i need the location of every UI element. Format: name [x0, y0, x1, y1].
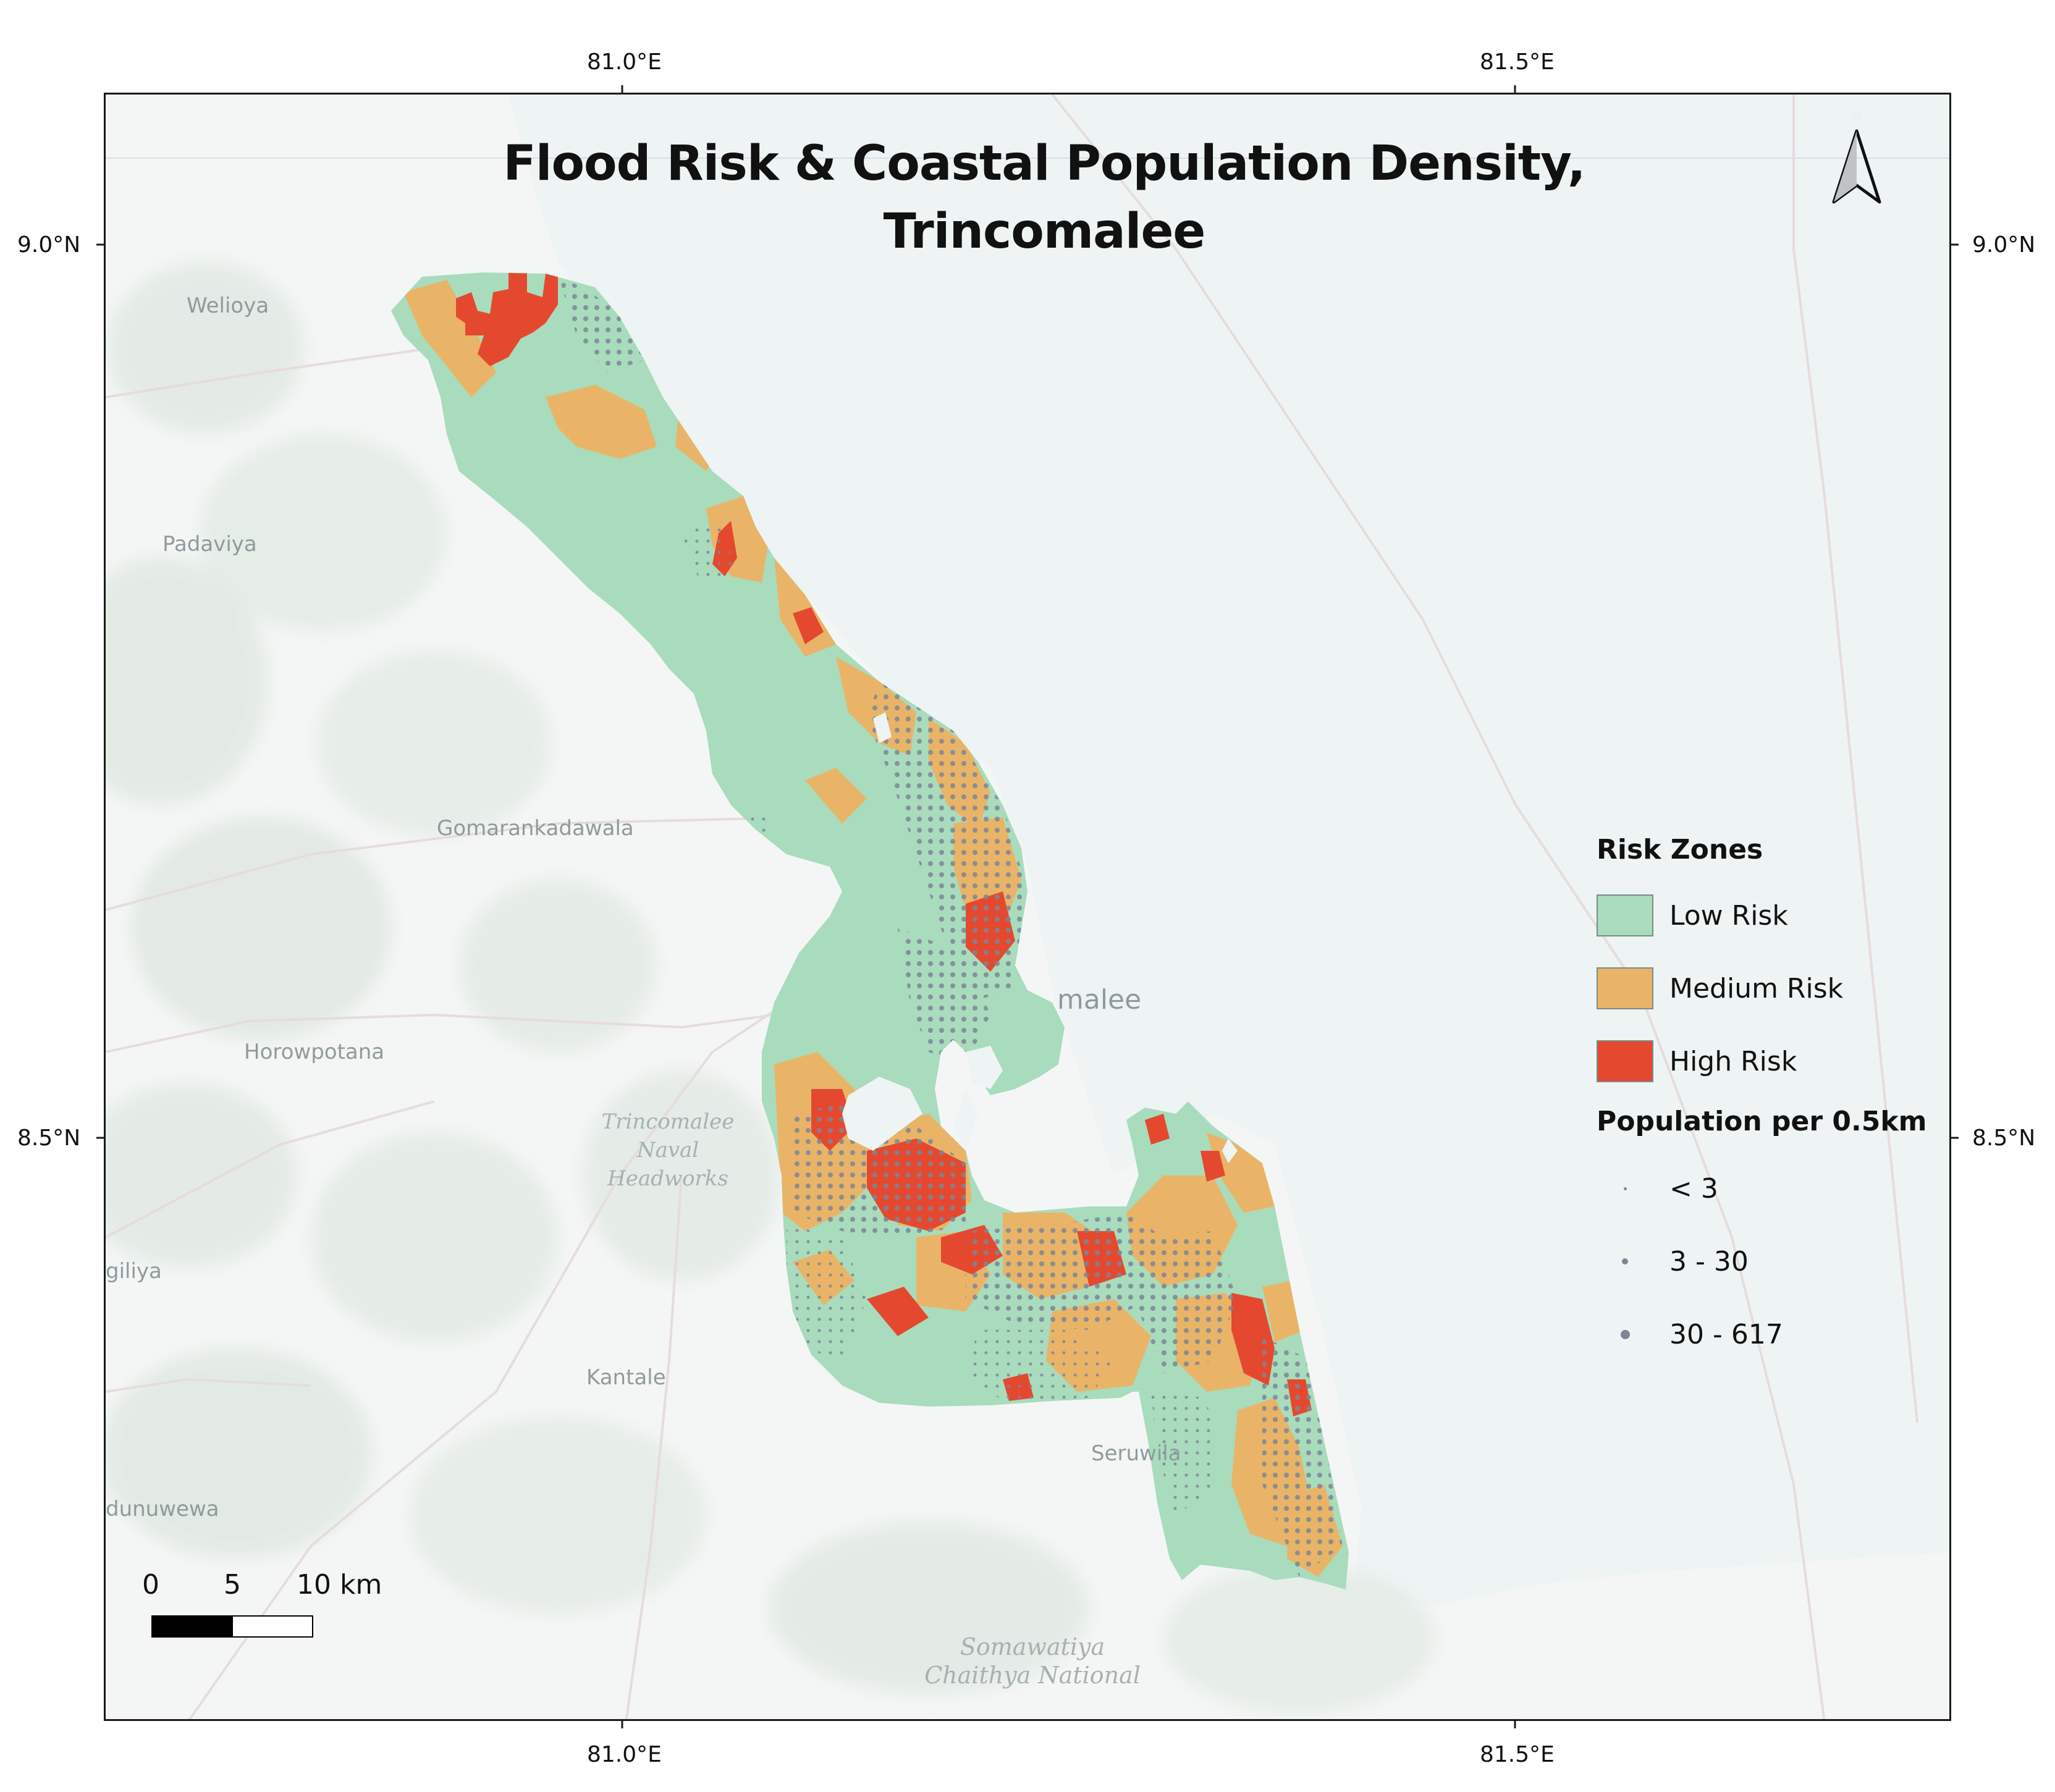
- y-tick-label-left-8-5: 8.5°N: [17, 1125, 81, 1151]
- legend-pop-title: Population per 0.5km: [1597, 1106, 1927, 1137]
- y-tick-label-right-9-0: 9.0°N: [1972, 232, 2036, 258]
- scale-bar-label-5: 5: [224, 1569, 241, 1601]
- legend-label-low: Low Risk: [1669, 899, 1788, 932]
- place-label-dunuwewa: dunuwewa: [106, 1497, 219, 1521]
- legend-item-pop-large: 30 - 617: [1597, 1312, 1783, 1357]
- legend-item-pop-small: < 3: [1597, 1166, 1718, 1211]
- map-frame[interactable]: Welioya Padaviya Gomarankadawala Horowpo…: [104, 93, 1951, 1721]
- north-arrow-label: N: [1852, 111, 1862, 126]
- x-tick-label-bottom-81-0: 81.0°E: [587, 1742, 662, 1767]
- scale-bar-graphic: [151, 1615, 313, 1638]
- place-label-kantale: Kantale: [586, 1365, 666, 1390]
- legend-label-pop-medium: 3 - 30: [1669, 1245, 1749, 1277]
- legend-item-pop-medium: 3 - 30: [1597, 1239, 1749, 1284]
- map-title-line-1: Flood Risk & Coastal Population Density,: [503, 136, 1585, 191]
- y-tick-label-right-8-5: 8.5°N: [1972, 1125, 2036, 1151]
- place-label-padaviya: Padaviya: [162, 532, 257, 557]
- place-label-welioya: Welioya: [187, 293, 269, 318]
- legend-swatch-low: [1597, 894, 1653, 936]
- map-title: Flood Risk & Coastal Population Density,…: [433, 130, 1656, 266]
- scale-bar-label-10: 10 km: [297, 1569, 382, 1601]
- x-tick-label-top-81-5: 81.5°E: [1480, 49, 1555, 75]
- y-tick-label-left-9-0: 9.0°N: [17, 232, 81, 258]
- legend-label-high: High Risk: [1669, 1045, 1797, 1077]
- place-label-trincomalee: malee: [1057, 984, 1142, 1016]
- scale-bar: 0 5 10 km: [142, 1569, 382, 1638]
- water-inlets: [842, 712, 1238, 1163]
- place-label-giliya: giliya: [106, 1259, 162, 1284]
- legend-item-high-risk: High Risk: [1597, 1039, 1797, 1083]
- place-label-somawatiya: Somawatiya Chaithya National: [924, 1633, 1141, 1689]
- legend-item-low-risk: Low Risk: [1597, 893, 1788, 938]
- x-tick-label-top-81-0: 81.0°E: [587, 49, 662, 75]
- north-arrow-icon: N: [1823, 106, 1891, 211]
- place-label-gomarankadawala: Gomarankadawala: [437, 816, 634, 841]
- legend-dot-small: [1623, 1187, 1627, 1190]
- map-canvas: [106, 95, 1949, 1719]
- map-title-line-2: Trincomalee: [883, 204, 1206, 259]
- legend-label-pop-small: < 3: [1669, 1172, 1718, 1205]
- basemap-vegetation: [106, 261, 1435, 1713]
- legend-risk-title: Risk Zones: [1597, 834, 1763, 865]
- legend-swatch-medium: [1597, 967, 1653, 1009]
- legend-swatch-high: [1597, 1040, 1653, 1082]
- place-label-seruwila: Seruwila: [1091, 1441, 1181, 1466]
- legend-dot-medium: [1622, 1258, 1628, 1264]
- place-label-naval-headworks: Trincomalee Naval Headworks: [601, 1109, 735, 1191]
- legend-item-medium-risk: Medium Risk: [1597, 966, 1843, 1011]
- legend-label-pop-large: 30 - 617: [1669, 1318, 1783, 1350]
- scale-bar-label-0: 0: [142, 1569, 159, 1601]
- legend-label-medium: Medium Risk: [1669, 972, 1844, 1004]
- basemap-roads: [106, 95, 1918, 1719]
- legend-dot-large: [1620, 1329, 1630, 1339]
- x-tick-label-bottom-81-5: 81.5°E: [1480, 1742, 1555, 1767]
- place-label-horowpotana: Horowpotana: [244, 1040, 385, 1064]
